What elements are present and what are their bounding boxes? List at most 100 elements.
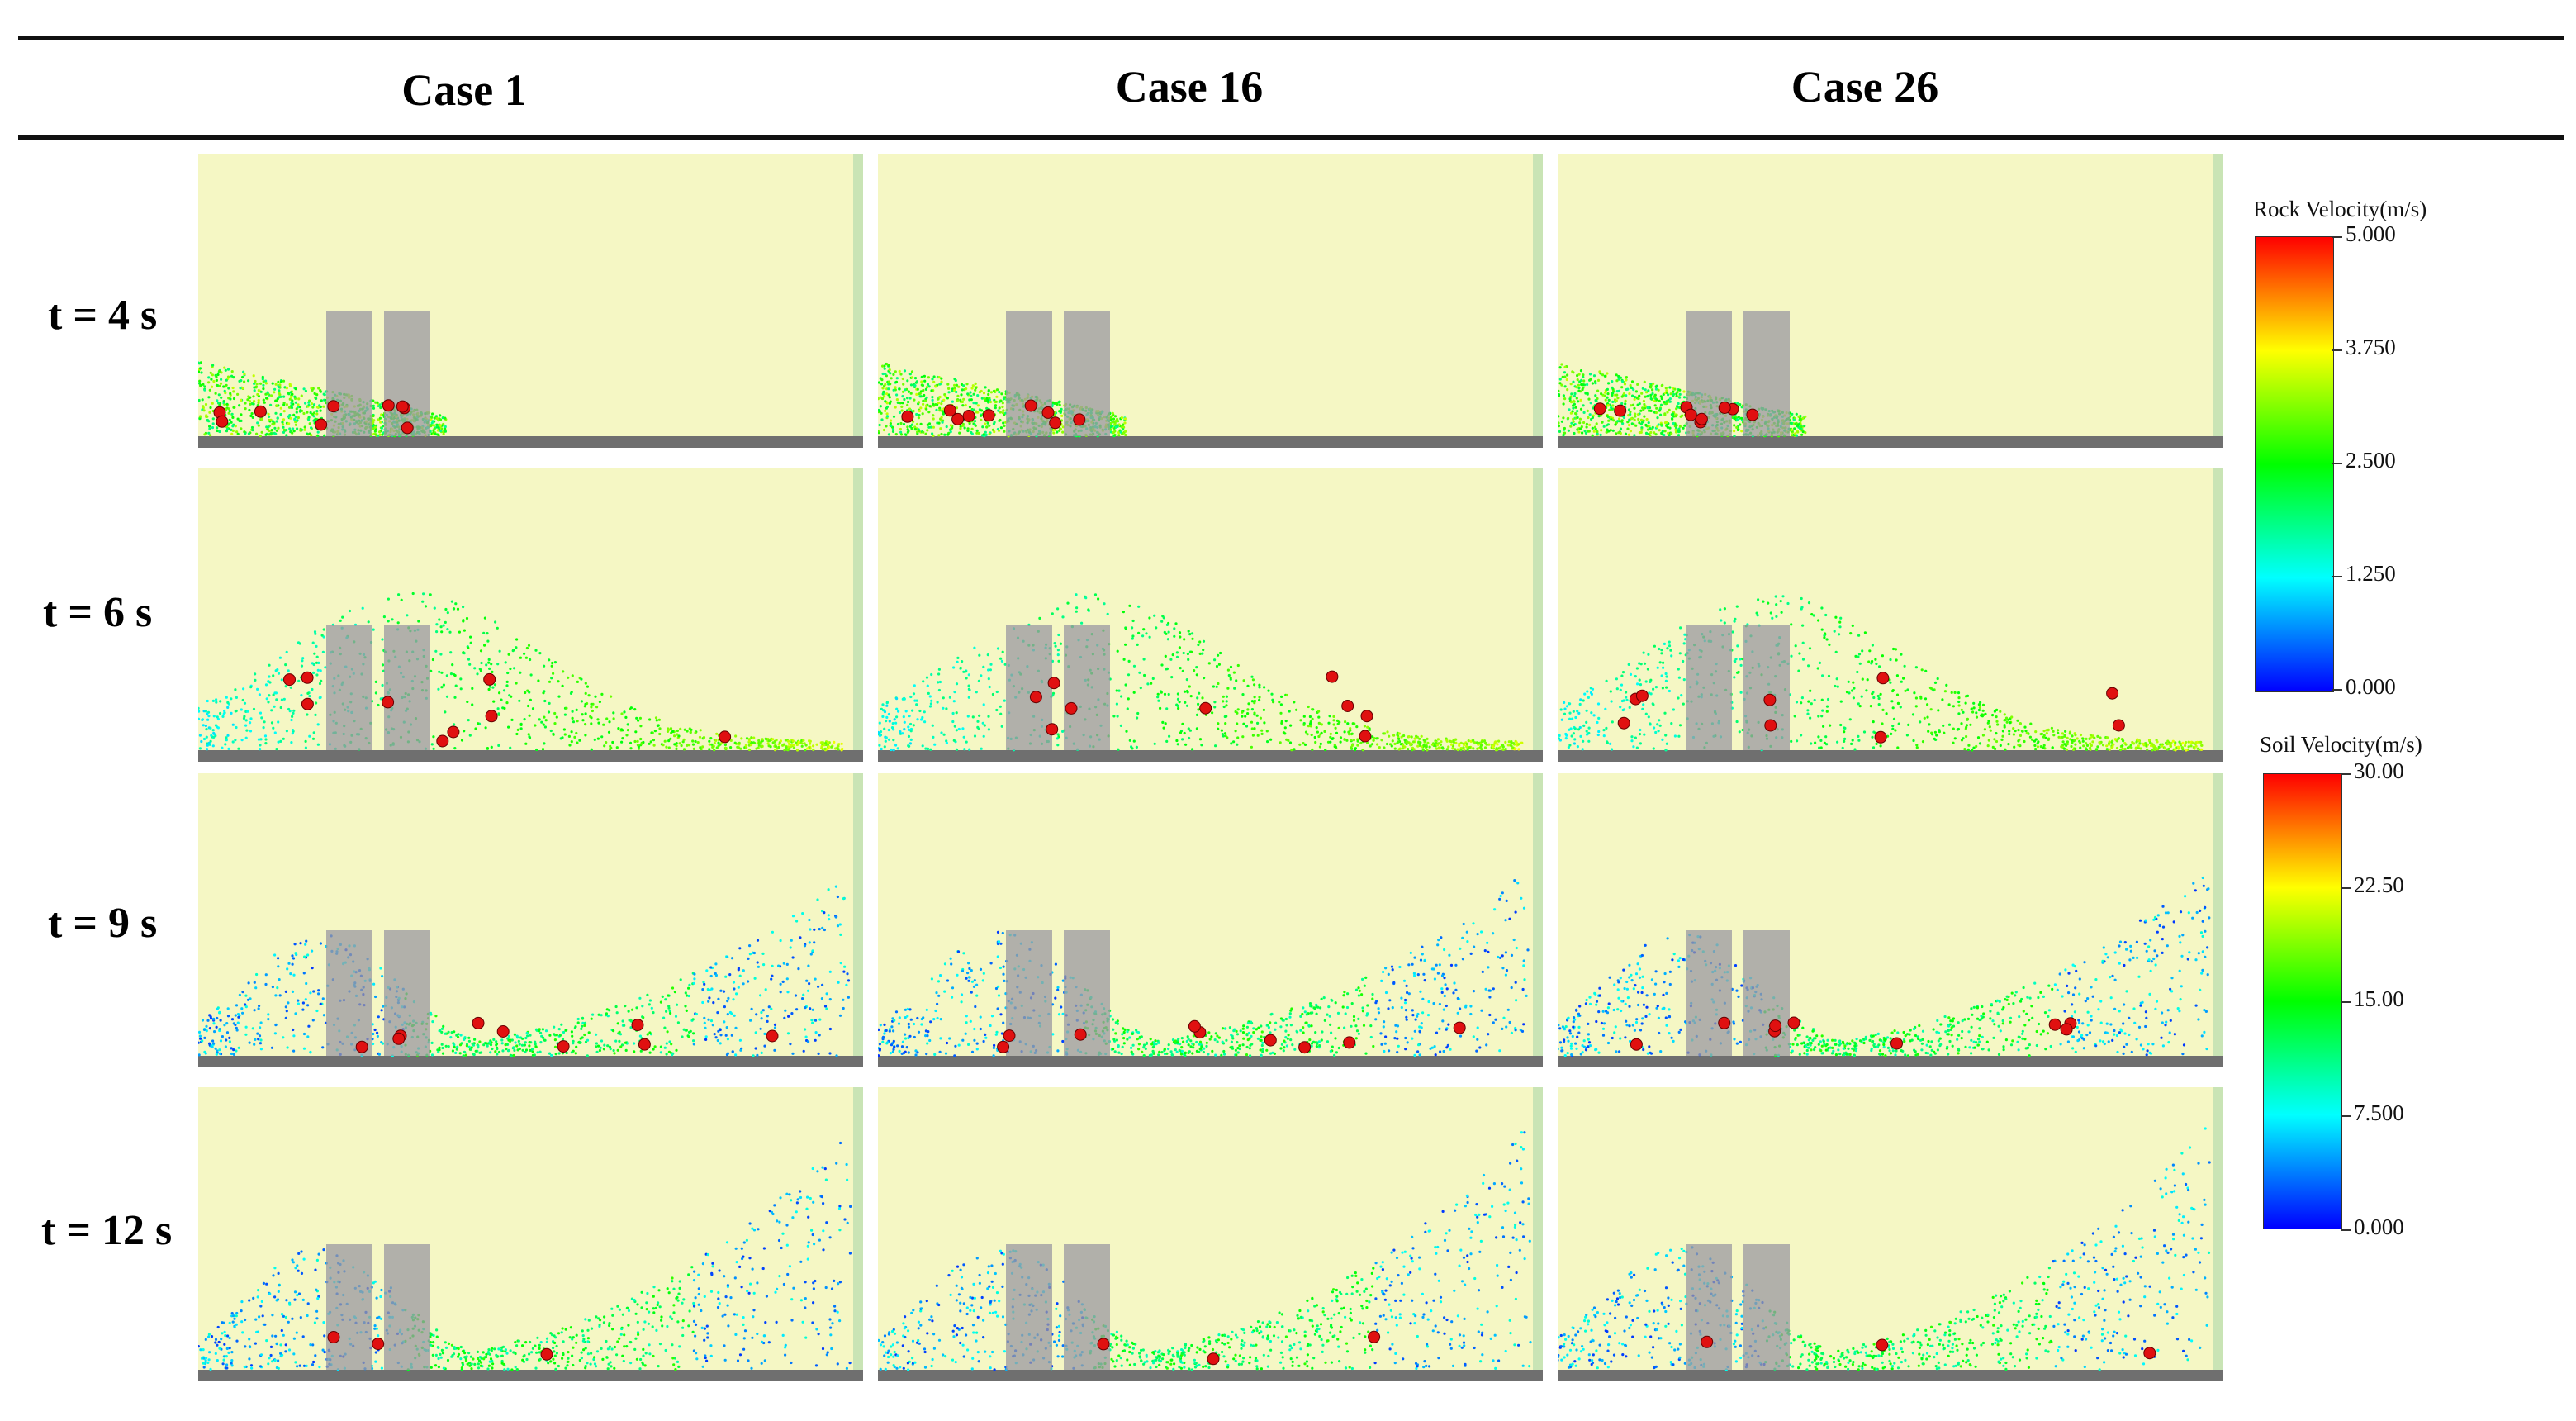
soil-particle bbox=[881, 715, 885, 718]
soil-particle bbox=[507, 725, 510, 729]
soil-particle bbox=[880, 397, 885, 401]
soil-particle bbox=[382, 425, 385, 428]
soil-particle bbox=[246, 710, 249, 713]
soil-particle bbox=[1616, 420, 1620, 423]
soil-particle bbox=[293, 417, 297, 421]
soil-particle bbox=[1660, 649, 1663, 652]
soil-particle bbox=[237, 747, 240, 750]
soil-particle bbox=[278, 383, 282, 387]
soil-particle bbox=[961, 424, 965, 427]
pillar bbox=[384, 311, 430, 436]
soil-particle bbox=[253, 382, 256, 385]
soil-particle bbox=[894, 744, 898, 747]
soil-particle bbox=[1217, 653, 1220, 657]
soil-particle bbox=[1665, 389, 1668, 392]
soil-particle bbox=[1629, 410, 1632, 414]
soil-particle bbox=[1824, 735, 1828, 739]
soil-particle bbox=[926, 423, 929, 426]
soil-particle bbox=[889, 422, 892, 425]
soil-particle bbox=[442, 624, 445, 627]
soil-particle bbox=[1817, 715, 1820, 718]
rock-particle bbox=[485, 710, 498, 723]
soil-particle bbox=[1796, 430, 1800, 434]
soil-particle bbox=[2173, 744, 2176, 747]
soil-particle bbox=[929, 425, 932, 429]
soil-particle bbox=[878, 734, 882, 737]
soil-particle bbox=[1415, 734, 1418, 738]
soil-particle bbox=[1607, 382, 1611, 385]
soil-particle bbox=[586, 685, 590, 688]
rock-particle bbox=[1029, 691, 1042, 704]
soil-particle bbox=[1469, 739, 1473, 743]
simulation-frame bbox=[878, 154, 1543, 448]
soil-particle bbox=[262, 387, 265, 391]
soil-particle bbox=[918, 409, 921, 413]
soil-particle bbox=[440, 686, 444, 689]
soil-particle bbox=[1236, 708, 1240, 711]
soil-particle bbox=[1981, 713, 1984, 716]
soil-particle bbox=[1807, 601, 1811, 605]
soil-particle bbox=[1625, 394, 1628, 397]
soil-particle bbox=[1127, 697, 1130, 701]
soil-particle bbox=[1665, 402, 1668, 406]
soil-particle bbox=[211, 373, 214, 377]
soil-particle bbox=[1385, 742, 1389, 746]
soil-particle bbox=[1654, 387, 1658, 391]
soil-particle bbox=[1278, 701, 1281, 704]
soil-particle bbox=[282, 379, 286, 383]
soil-particle bbox=[970, 387, 974, 390]
soil-particle bbox=[380, 413, 383, 416]
soil-particle bbox=[1757, 598, 1760, 601]
soil-particle bbox=[658, 727, 662, 730]
soil-particle bbox=[590, 702, 593, 706]
soil-particle bbox=[899, 430, 903, 434]
soil-particle bbox=[468, 663, 472, 666]
soil-particle bbox=[486, 747, 489, 750]
soil-particle bbox=[1601, 373, 1605, 377]
soil-particle bbox=[932, 380, 936, 383]
soil-particle bbox=[1428, 745, 1431, 749]
soil-particle bbox=[968, 421, 971, 425]
soil-particle bbox=[1933, 737, 1936, 740]
soil-particle bbox=[1577, 383, 1580, 387]
soil-particle bbox=[1311, 748, 1314, 751]
soil-particle bbox=[315, 397, 318, 400]
soil-particle bbox=[1662, 666, 1665, 669]
soil-particle bbox=[1594, 399, 1597, 402]
soil-particle bbox=[1109, 430, 1112, 434]
soil-particle bbox=[771, 738, 775, 741]
soil-particle bbox=[1435, 747, 1439, 750]
soil-particle bbox=[1659, 395, 1663, 398]
soil-particle bbox=[1211, 711, 1214, 715]
soil-particle bbox=[1646, 395, 1649, 398]
soil-particle bbox=[580, 677, 583, 681]
soil-particle bbox=[931, 396, 934, 399]
soil-particle bbox=[945, 741, 948, 744]
soil-particle bbox=[318, 404, 321, 407]
soil-particle bbox=[253, 389, 256, 392]
soil-particle bbox=[471, 703, 474, 706]
soil-particle bbox=[543, 699, 547, 703]
soil-particle bbox=[294, 401, 297, 404]
soil-particle bbox=[785, 748, 789, 751]
soil-particle bbox=[984, 430, 987, 434]
soil-particle bbox=[1625, 376, 1628, 379]
soil-particle bbox=[262, 380, 265, 383]
soil-particle bbox=[1658, 399, 1661, 402]
soil-particle bbox=[1636, 383, 1639, 386]
soil-particle bbox=[1335, 731, 1339, 734]
soil-particle bbox=[1517, 748, 1520, 751]
soil-particle bbox=[918, 709, 922, 713]
soil-particle bbox=[969, 391, 972, 394]
soil-particle bbox=[211, 402, 214, 405]
soil-particle bbox=[1895, 674, 1899, 677]
soil-particle bbox=[1573, 392, 1577, 396]
soil-particle bbox=[1599, 433, 1602, 436]
soil-particle bbox=[1834, 684, 1837, 688]
soil-particle bbox=[713, 741, 717, 745]
soil-particle bbox=[282, 402, 286, 405]
soil-particle bbox=[1313, 735, 1316, 739]
soil-particle bbox=[1103, 602, 1106, 606]
soil-particle bbox=[251, 429, 254, 432]
soil-particle bbox=[719, 743, 722, 746]
